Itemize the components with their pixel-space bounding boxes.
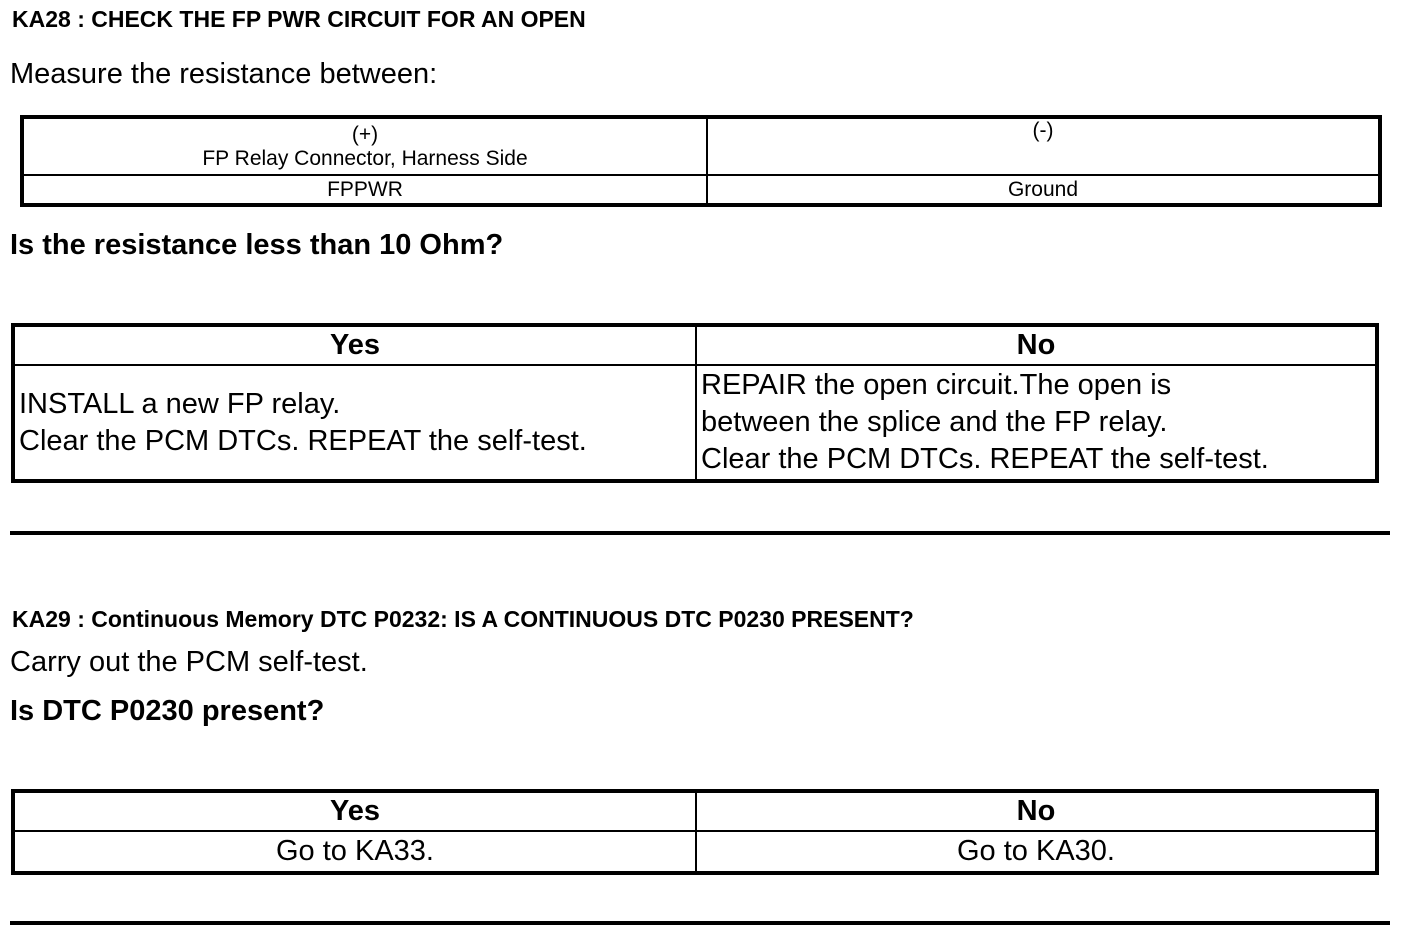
plus-label: (+) bbox=[351, 122, 379, 146]
ka28-result-table: Yes No INSTALL a new FP relay. Clear the P… bbox=[11, 323, 1379, 483]
divider bbox=[10, 531, 1390, 535]
ka29-result-table: Yes No Go to KA33. Go to KA30. bbox=[11, 789, 1379, 875]
yes-line: Clear the PCM DTCs. REPEAT the self-test… bbox=[19, 424, 587, 457]
no-action: REPAIR the open circuit.The open is betwe… bbox=[695, 364, 1378, 482]
yes-line: INSTALL a new FP relay. bbox=[19, 387, 341, 420]
ka29-title: KA29 : Continuous Memory DTC P0232: IS A… bbox=[12, 606, 914, 632]
no-line: Clear the PCM DTCs. REPEAT the self-test… bbox=[701, 443, 1269, 475]
no-header: No bbox=[695, 324, 1378, 366]
yes-header: Yes bbox=[12, 790, 697, 832]
minus-header: (-) bbox=[706, 116, 1381, 176]
ka29-instruction: Carry out the PCM self-test. bbox=[10, 646, 368, 678]
plus-pin: FPPWR bbox=[21, 174, 708, 206]
no-header: No bbox=[695, 790, 1378, 832]
divider bbox=[10, 921, 1390, 925]
yes-action: INSTALL a new FP relay. Clear the PCM DTC… bbox=[12, 364, 697, 482]
plus-header: (+) FP Relay Connector, Harness Side bbox=[21, 116, 708, 176]
minus-pin: Ground bbox=[706, 174, 1381, 206]
measure-table: (+) FP Relay Connector, Harness Side (-) … bbox=[20, 115, 1382, 207]
no-line: REPAIR the open circuit.The open is bbox=[701, 369, 1172, 401]
yes-header: Yes bbox=[12, 324, 697, 366]
ka28-title: KA28 : CHECK THE FP PWR CIRCUIT FOR AN O… bbox=[12, 6, 586, 32]
no-line: between the splice and the FP relay. bbox=[701, 406, 1168, 438]
ka28-instruction: Measure the resistance between: bbox=[10, 58, 438, 90]
plus-location: FP Relay Connector, Harness Side bbox=[202, 146, 528, 170]
ka28-question: Is the resistance less than 10 Ohm? bbox=[10, 229, 504, 261]
ka29-question: Is DTC P0230 present? bbox=[10, 695, 325, 727]
no-action: Go to KA30. bbox=[695, 830, 1378, 874]
minus-label: (-) bbox=[1032, 119, 1054, 142]
yes-action: Go to KA33. bbox=[12, 830, 697, 874]
